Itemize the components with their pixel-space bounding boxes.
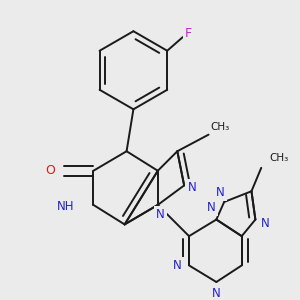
Text: N: N [173,259,182,272]
Text: N: N [207,201,216,214]
Text: O: O [46,164,56,177]
Text: NH: NH [56,200,74,213]
Text: CH₃: CH₃ [269,153,288,163]
Text: N: N [212,287,221,300]
Text: F: F [185,27,192,40]
Text: N: N [216,186,225,199]
Text: N: N [188,181,196,194]
Text: N: N [156,208,165,221]
Text: CH₃: CH₃ [211,122,230,132]
Text: N: N [261,217,269,230]
